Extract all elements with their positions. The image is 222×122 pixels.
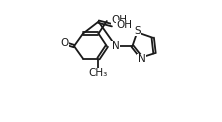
Text: OH: OH xyxy=(111,15,127,25)
Text: OH: OH xyxy=(117,20,133,30)
Text: O: O xyxy=(60,38,68,48)
Text: N: N xyxy=(137,54,145,64)
Text: CH₃: CH₃ xyxy=(89,68,108,78)
Text: N: N xyxy=(112,41,120,51)
Text: S: S xyxy=(134,26,141,36)
